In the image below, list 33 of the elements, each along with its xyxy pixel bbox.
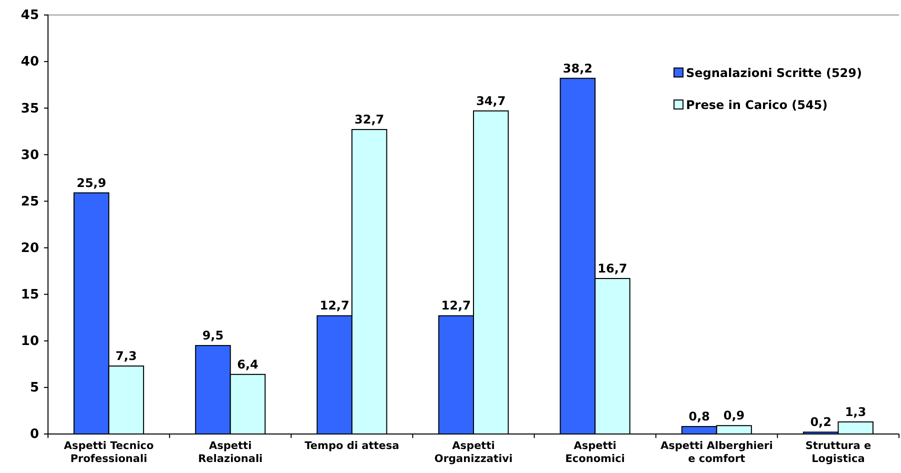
data-label: 9,5 [202, 328, 224, 343]
data-label: 12,7 [441, 298, 471, 313]
x-tick-label: Aspetti Relazionali [198, 440, 263, 465]
y-tick-label: 30 [20, 148, 39, 163]
data-label: 12,7 [320, 298, 350, 313]
y-tick-label: 10 [20, 334, 39, 350]
x-tick-label: Aspetti Economici [565, 440, 625, 465]
data-label: 32,7 [354, 112, 384, 127]
y-tick-label: 40 [20, 54, 39, 70]
x-tick-label: Aspetti Organizzativi [434, 440, 513, 465]
y-tick-label: 15 [20, 287, 39, 302]
data-label: 38,2 [562, 61, 592, 76]
y-tick-label: 45 [20, 8, 39, 24]
data-label: 1,3 [844, 404, 866, 419]
data-label: 0,9 [723, 408, 745, 423]
data-label: 6,4 [237, 357, 258, 372]
y-tick-label: 20 [20, 240, 39, 256]
y-tick-label: 0 [30, 427, 39, 442]
data-label: 7,3 [116, 349, 137, 364]
legend-label: Prese in Carico (545) [686, 98, 828, 112]
legend-label: Segnalazioni Scritte (529) [686, 66, 862, 80]
data-label: 16,7 [598, 262, 628, 276]
x-tick-label: Tempo di attesa [304, 440, 400, 452]
y-tick-label: 25 [20, 194, 39, 210]
data-label: 25,9 [76, 176, 106, 190]
data-label: 0,2 [810, 415, 832, 430]
y-tick-label: 35 [20, 101, 39, 116]
x-tick-label: Aspetti Alberghieri e comfort [660, 440, 773, 465]
y-tick-label: 5 [30, 380, 39, 396]
x-tick-label: Aspetti Tecnico Professionali [64, 440, 154, 465]
x-tick-label: Struttura e Logistica [805, 440, 872, 465]
data-label: 0,8 [688, 410, 710, 424]
data-label: 34,7 [476, 94, 506, 108]
